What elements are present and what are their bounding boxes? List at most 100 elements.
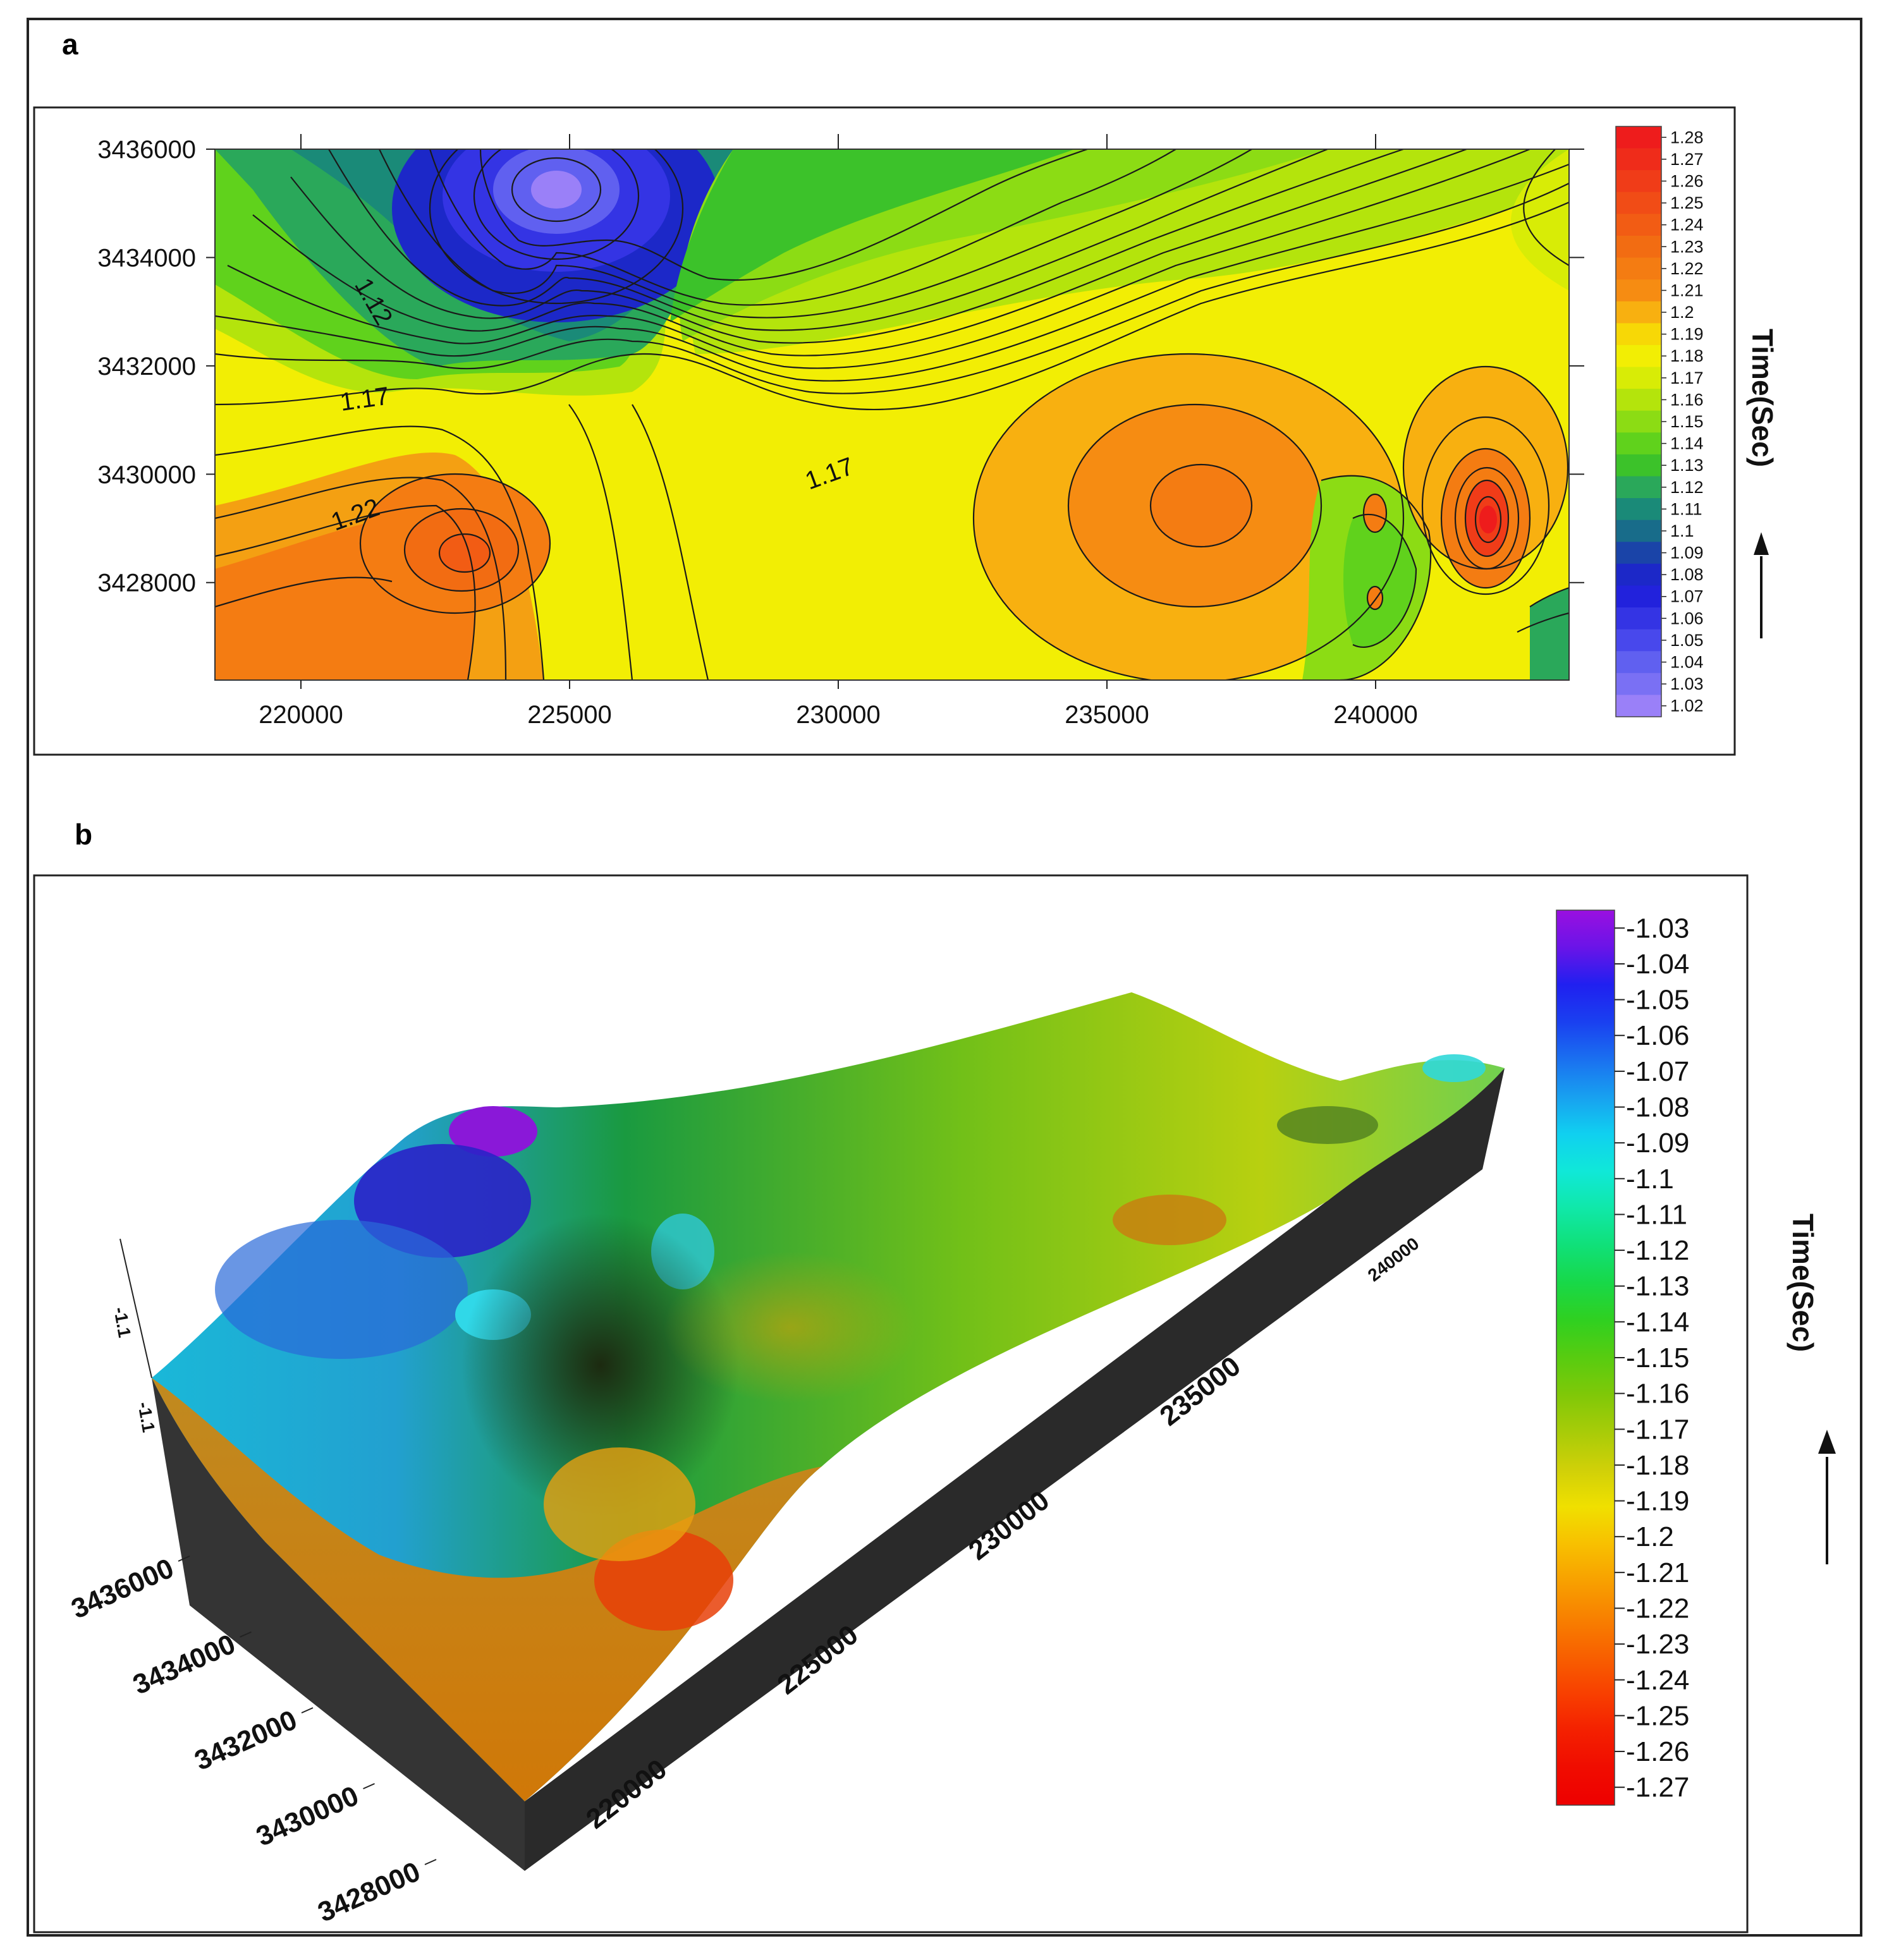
panel-b-arrow: [1818, 1430, 1836, 1564]
y3d-tick-label: 3432000: [190, 1704, 302, 1776]
colorbar-label: 1.02: [1670, 697, 1704, 715]
y-tick-label: 3428000: [97, 569, 196, 597]
y3d-tick-label: 3436000: [67, 1552, 178, 1624]
colorbar-swatch: [1616, 301, 1661, 324]
colorbar-label: -1.08: [1626, 1092, 1689, 1123]
colorbar-label: -1.27: [1626, 1772, 1689, 1803]
panel-a-label: a: [62, 28, 78, 61]
colorbar-swatch: [1616, 214, 1661, 236]
x-tick-label: 225000: [527, 701, 611, 729]
colorbar-label: -1.17: [1626, 1414, 1689, 1445]
y3d-tick-mark: [363, 1783, 375, 1789]
colorbar-label: -1.06: [1626, 1020, 1689, 1051]
colorbar-swatch: [1616, 629, 1661, 652]
colorbar-ramp: [1556, 910, 1615, 1806]
colorbar-label: 1.04: [1670, 653, 1704, 672]
colorbar-label: -1.12: [1626, 1235, 1689, 1266]
colorbar-swatch: [1616, 344, 1661, 368]
colorbar-label: 1.05: [1670, 631, 1704, 650]
colorbar-label: -1.07: [1626, 1056, 1689, 1087]
panel-b-label: b: [75, 818, 92, 851]
colorbar-swatch: [1616, 170, 1661, 193]
colorbar-label: 1.13: [1670, 456, 1704, 475]
colorbar-label: -1.25: [1626, 1700, 1689, 1731]
outer-frame: [27, 18, 1862, 1937]
colorbar-label: 1.24: [1670, 216, 1704, 234]
colorbar-label: 1.17: [1670, 368, 1704, 387]
x-tick-label: 235000: [1065, 701, 1149, 729]
colorbar-label: -1.23: [1626, 1629, 1689, 1660]
panel-a-colorbar: 1.28 1.27 1.26 1.25 1.24 1.23 1.22 1.21 1.2 1.19 1…: [1615, 126, 1704, 717]
colorbar-label: 1.22: [1670, 259, 1704, 278]
panel-b-z-axis: -1.1 -1.1: [110, 1238, 159, 1434]
y3d-tick-mark: [178, 1555, 190, 1562]
colorbar-label: -1.22: [1626, 1593, 1689, 1624]
y3d-tick-mark: [240, 1631, 252, 1638]
y3d-tick-label: 3428000: [314, 1856, 425, 1928]
colorbar-label: 1.18: [1670, 346, 1704, 365]
colorbar-label: 1.03: [1670, 674, 1704, 693]
colorbar-swatch: [1616, 520, 1661, 542]
colorbar-swatch: [1616, 389, 1661, 411]
colorbar-label: -1.1: [1626, 1164, 1674, 1195]
colorbar-label: 1.1: [1670, 521, 1694, 540]
colorbar-label: 1.06: [1670, 609, 1704, 628]
contour-map: 1.12 1.17 1.22 1.17: [215, 149, 1569, 680]
colorbar-swatch: [1616, 126, 1661, 149]
panel-b-colorbar-title: Time(Sec): [1787, 1214, 1819, 1352]
panel-a-arrow: [1754, 532, 1769, 638]
colorbar-label: 1.21: [1670, 281, 1704, 300]
surface-3d: [152, 992, 1505, 1871]
y-tick-label: 3430000: [97, 461, 196, 489]
x-tick-label: 230000: [796, 701, 880, 729]
colorbar-swatch: [1616, 279, 1661, 302]
contour-plot-border: [214, 149, 1570, 681]
colorbar-label: -1.21: [1626, 1557, 1689, 1588]
colorbar-swatch: [1616, 432, 1661, 455]
colorbar-label: 1.27: [1670, 150, 1704, 169]
colorbar-swatch: [1616, 148, 1661, 171]
panel-b-colorbar: -1.03 -1.04 -1.05 -1.06 -1.07 -1.08 -1.09 -1.1 -…: [1556, 910, 1689, 1806]
colorbar-swatch: [1616, 367, 1661, 389]
y-tick-label: 3436000: [97, 136, 196, 164]
colorbar-label: 1.23: [1670, 237, 1704, 256]
colorbar-label: 1.11: [1670, 499, 1702, 518]
colorbar-label: -1.04: [1626, 949, 1689, 980]
colorbar-swatch: [1616, 257, 1661, 280]
colorbar-swatch: [1616, 192, 1661, 214]
colorbar-label: -1.13: [1626, 1271, 1689, 1302]
x-tick-label: 220000: [259, 701, 343, 729]
colorbar-label: -1.14: [1626, 1306, 1689, 1337]
panel-b-frame: [33, 874, 1749, 1933]
colorbar-label: -1.15: [1626, 1342, 1689, 1373]
panel-a-colorbar-title: Time(Sec): [1746, 329, 1779, 467]
colorbar-label: -1.18: [1626, 1450, 1689, 1481]
colorbar-swatch: [1616, 323, 1661, 346]
y3d-tick-label: 3434000: [128, 1628, 240, 1700]
colorbar-swatch: [1616, 542, 1661, 564]
colorbar-label: -1.03: [1626, 913, 1689, 944]
colorbar-label: 1.19: [1670, 325, 1704, 344]
y3d-tick-mark: [301, 1707, 314, 1713]
colorbar-label: 1.09: [1670, 544, 1704, 563]
y-tick-label: 3432000: [97, 353, 196, 380]
colorbar-label: 1.16: [1670, 390, 1704, 409]
colorbar-label: 1.12: [1670, 478, 1704, 497]
y3d-tick-mark: [424, 1859, 437, 1865]
z-tick-label: -1.1: [110, 1306, 135, 1339]
colorbar-label: -1.16: [1626, 1379, 1689, 1409]
colorbar-label: 1.08: [1670, 565, 1704, 584]
colorbar-swatch: [1616, 673, 1661, 696]
colorbar-swatch: [1616, 651, 1661, 674]
colorbar-label: -1.11: [1626, 1199, 1687, 1230]
colorbar-swatch: [1616, 585, 1661, 608]
colorbar-label: -1.19: [1626, 1486, 1689, 1517]
y3d-tick-label: 3430000: [252, 1780, 363, 1852]
colorbar-swatch: [1616, 410, 1661, 433]
panel-a-y-axis: 3436000 3434000 3432000 3430000 3428000: [97, 136, 1584, 597]
contour-label-2: 1.17: [338, 382, 391, 417]
panel-a-x-axis: 220000 225000 230000 235000 240000: [259, 134, 1418, 729]
colorbar-label: 1.26: [1670, 171, 1704, 190]
y-tick-label: 3434000: [97, 244, 196, 272]
